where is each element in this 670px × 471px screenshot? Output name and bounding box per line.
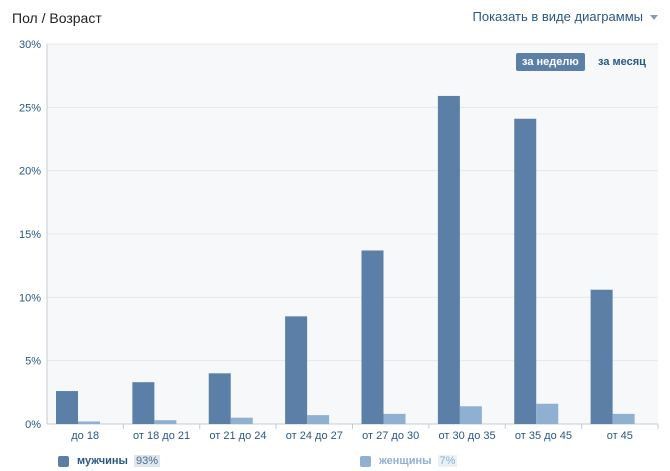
bar-women (154, 420, 177, 424)
view-as-diagram-label: Показать в виде диаграммы (472, 9, 644, 24)
legend-share-men: 93% (133, 455, 160, 467)
caret-down-icon (650, 15, 658, 20)
bar-women (230, 417, 253, 424)
x-tick-label: до 18 (71, 430, 99, 442)
x-tick-label: от 21 до 24 (209, 430, 266, 442)
y-tick-label: 15% (19, 229, 41, 241)
y-tick-label: 25% (19, 102, 41, 114)
page-title: Пол / Возраст (12, 10, 102, 26)
x-tick-label: от 24 до 27 (286, 430, 343, 442)
legend-item-men[interactable]: мужчины 93% (58, 455, 160, 467)
legend-swatch-men (58, 455, 69, 467)
view-as-diagram-dropdown[interactable]: Показать в виде диаграммы (472, 9, 658, 24)
bar-women (383, 413, 406, 424)
x-tick-label: от 27 до 30 (362, 430, 419, 442)
y-tick-label: 0% (25, 419, 41, 431)
bar-women (78, 421, 100, 424)
x-tick-label: от 18 до 21 (133, 430, 190, 442)
bar-women (307, 415, 330, 424)
x-tick-label: от 30 до 35 (439, 430, 496, 442)
legend-swatch-women (360, 455, 371, 467)
bar-women (536, 403, 559, 424)
bar-men (56, 391, 78, 424)
bar-men (285, 316, 308, 424)
age-bar-chart: 0% 5% 10% 15% 20% 25% 30% до 18 от 18 до 21 от 21… (19, 39, 659, 442)
x-tick-label: от 35 до 45 (515, 430, 572, 442)
bar-men (590, 289, 613, 424)
bar-women (612, 413, 635, 424)
x-tick-label: от 45 (607, 430, 633, 442)
y-tick-label: 30% (19, 39, 41, 51)
legend-item-women[interactable]: женщины 7% (360, 455, 458, 467)
bar-men (208, 373, 231, 424)
bar-men (361, 250, 384, 424)
period-week-button[interactable]: за неделю (516, 53, 585, 71)
bar-men (132, 382, 155, 424)
legend-label-men: мужчины (77, 455, 128, 467)
y-tick-label: 5% (25, 356, 41, 368)
period-month-button[interactable]: за месяц (598, 56, 646, 68)
y-tick-label: 20% (19, 166, 41, 178)
bar-men (514, 118, 537, 424)
bar-men (437, 95, 460, 424)
y-tick-label: 10% (19, 292, 41, 304)
legend-share-women: 7% (437, 455, 458, 467)
legend-label-women: женщины (379, 455, 432, 467)
bar-women (459, 406, 482, 424)
